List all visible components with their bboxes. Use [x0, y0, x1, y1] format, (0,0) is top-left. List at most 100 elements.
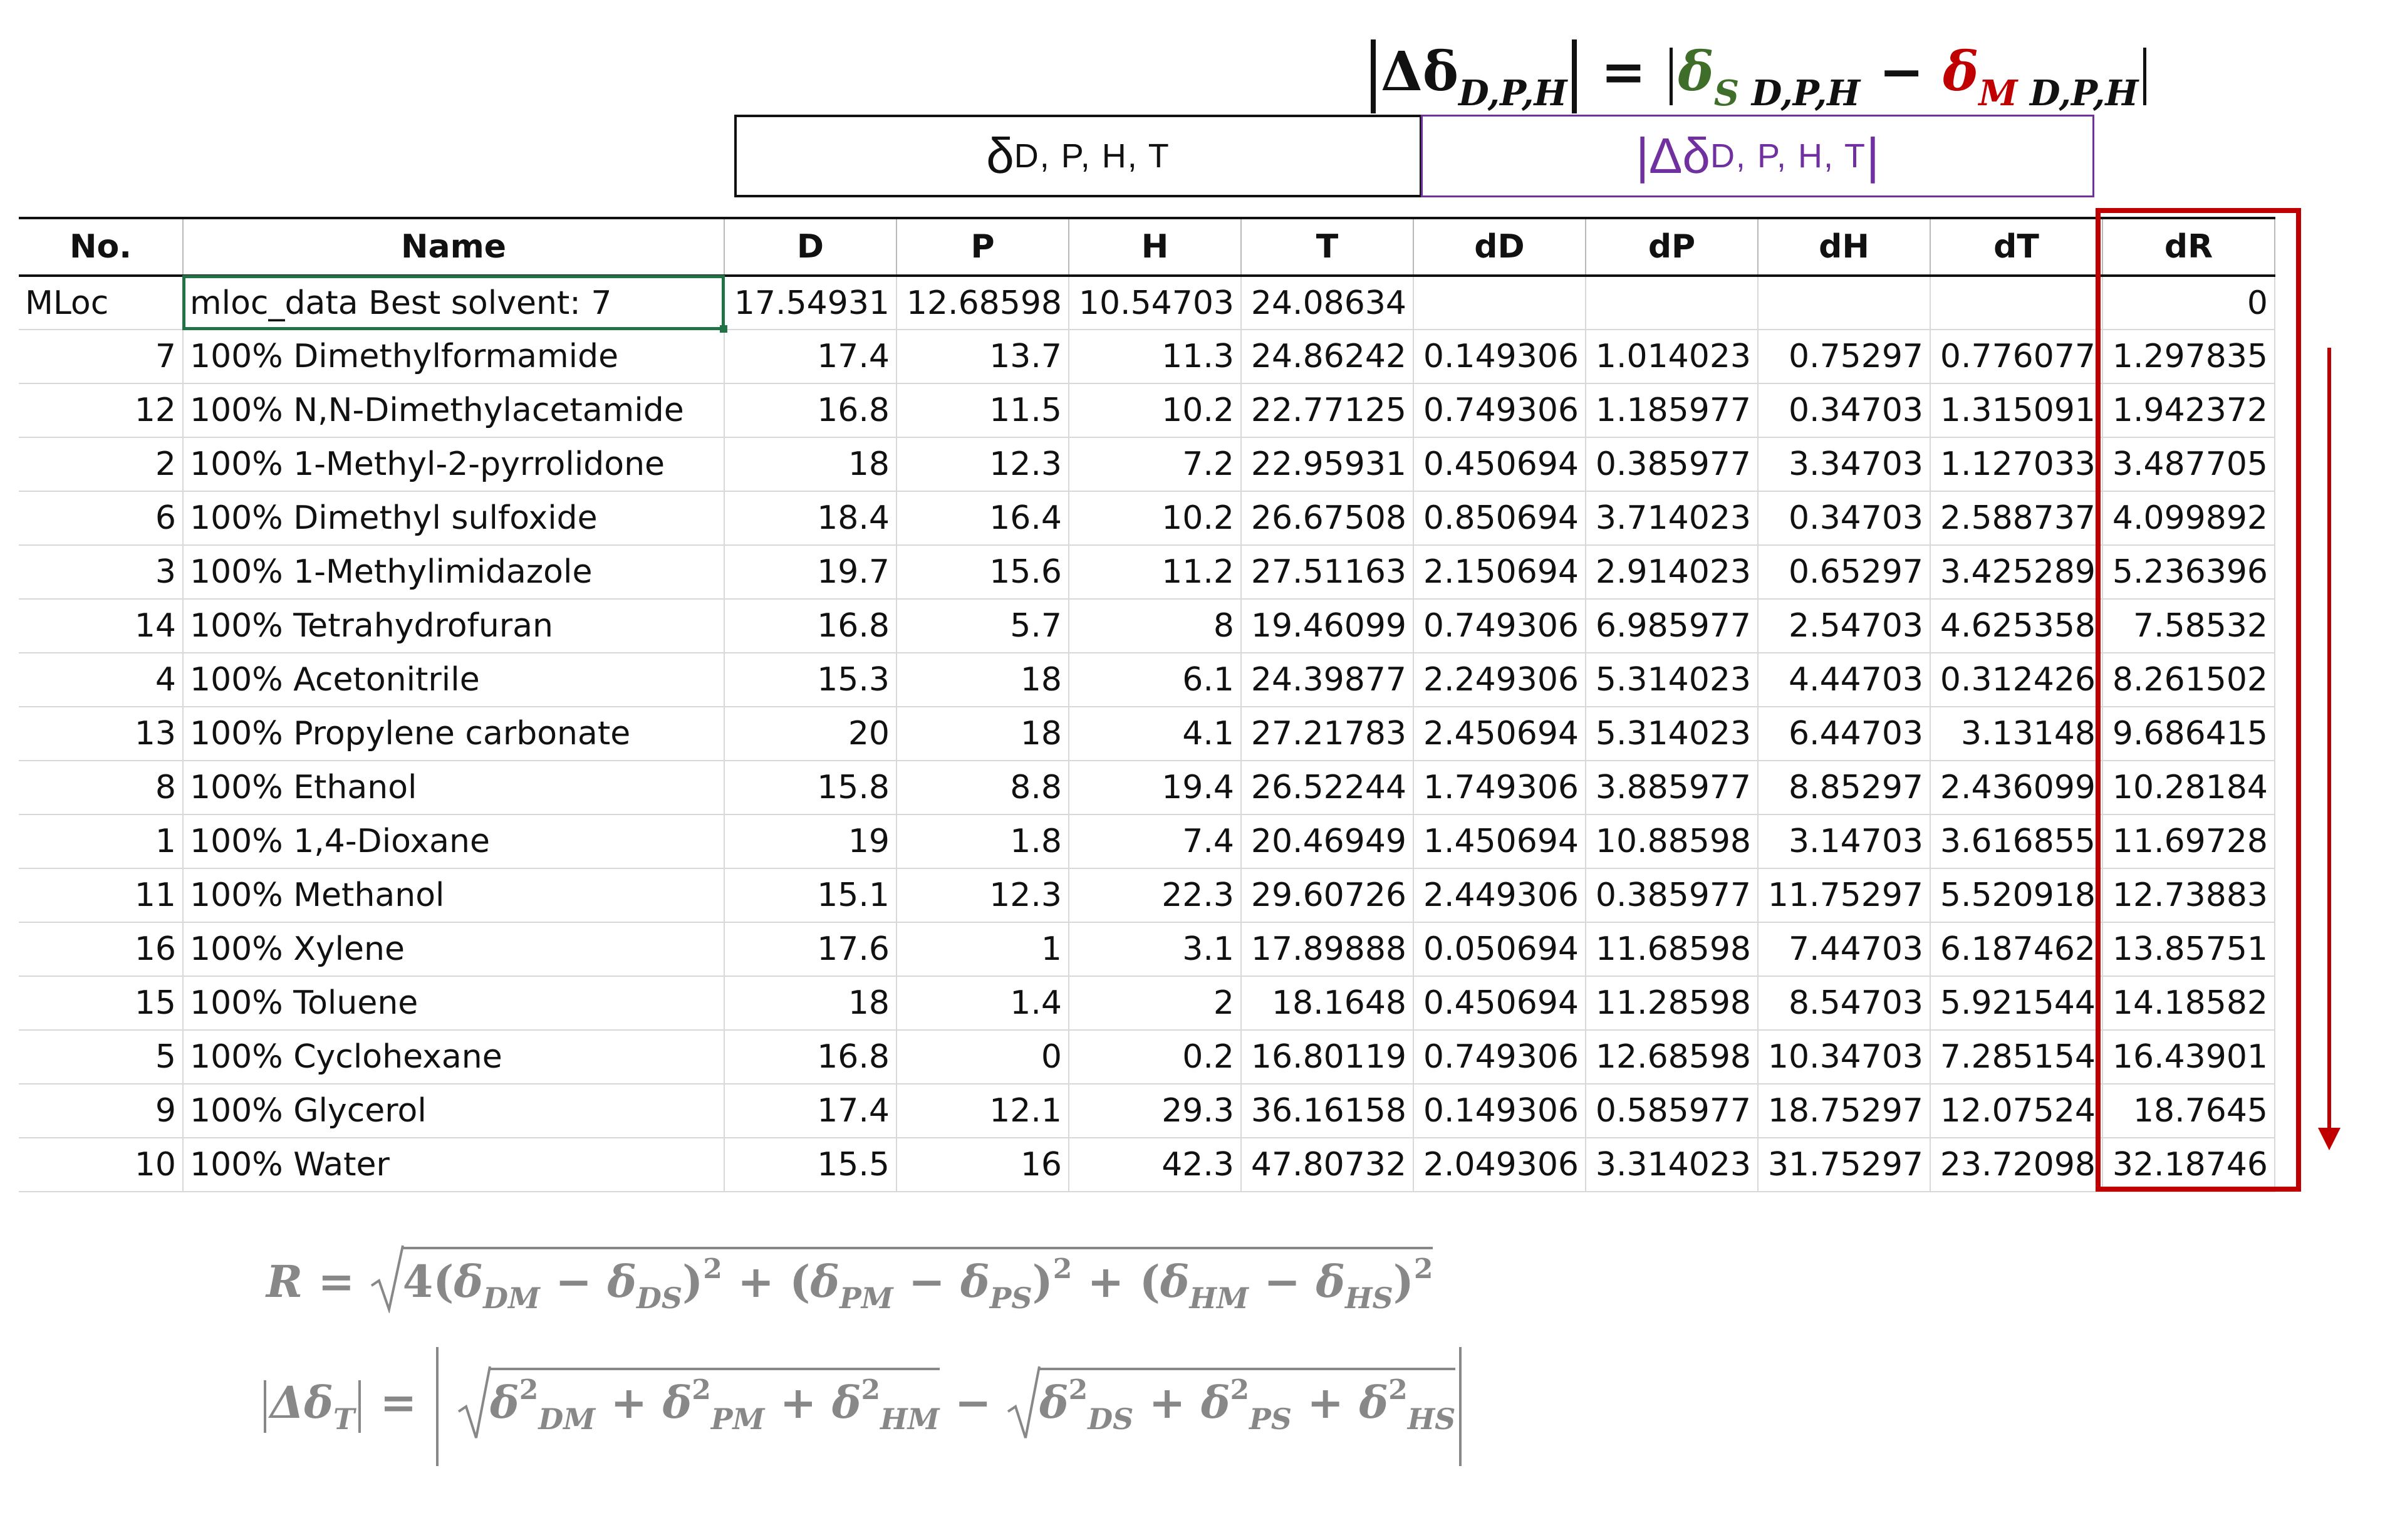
p-cell[interactable]: 16 [896, 1138, 1069, 1192]
dp-cell[interactable]: 12.68598 [1586, 1030, 1759, 1085]
d-cell[interactable]: 17.4 [724, 1084, 897, 1138]
dh-cell[interactable]: 8.85297 [1758, 761, 1931, 815]
d-cell[interactable]: 15.1 [724, 868, 897, 923]
dp-cell[interactable]: 5.314023 [1586, 707, 1759, 761]
dh-cell[interactable]: 0.75297 [1758, 330, 1931, 384]
dd-cell[interactable]: 0.450694 [1413, 437, 1586, 492]
name-cell[interactable]: 100% Ethanol [183, 761, 725, 815]
dh-cell[interactable]: 0.34703 [1758, 491, 1931, 546]
mloc-dr-cell[interactable]: 0 [2102, 276, 2275, 330]
dh-cell[interactable]: 3.14703 [1758, 814, 1931, 869]
dt-cell[interactable]: 5.921544 [1930, 976, 2103, 1031]
h-cell[interactable]: 19.4 [1069, 761, 1242, 815]
mloc-dt-cell[interactable] [1930, 276, 2103, 330]
dt-cell[interactable]: 3.616855 [1930, 814, 2103, 869]
dt-cell[interactable]: 5.520918 [1930, 868, 2103, 923]
dt-cell[interactable]: 2.436099 [1930, 761, 2103, 815]
dp-cell[interactable]: 1.185977 [1586, 383, 1759, 438]
mloc-h-cell[interactable]: 10.54703 [1069, 276, 1242, 330]
name-cell[interactable]: 100% Glycerol [183, 1084, 725, 1138]
dd-cell[interactable]: 0.749306 [1413, 599, 1586, 653]
t-cell[interactable]: 24.39877 [1241, 653, 1414, 707]
p-cell[interactable]: 1 [896, 922, 1069, 977]
header-cell-dd[interactable]: dD [1413, 217, 1586, 277]
p-cell[interactable]: 12.1 [896, 1084, 1069, 1138]
dd-cell[interactable]: 2.249306 [1413, 653, 1586, 707]
p-cell[interactable]: 11.5 [896, 383, 1069, 438]
t-cell[interactable]: 26.67508 [1241, 491, 1414, 546]
dt-cell[interactable]: 1.127033 [1930, 437, 2103, 492]
dp-cell[interactable]: 11.28598 [1586, 976, 1759, 1031]
h-cell[interactable]: 11.2 [1069, 545, 1242, 600]
dh-cell[interactable]: 11.75297 [1758, 868, 1931, 923]
mloc-d-cell[interactable]: 17.54931 [724, 276, 897, 330]
dd-cell[interactable]: 1.450694 [1413, 814, 1586, 869]
dt-cell[interactable]: 3.13148 [1930, 707, 2103, 761]
dr-cell[interactable]: 1.297835 [2102, 330, 2275, 384]
t-cell[interactable]: 19.46099 [1241, 599, 1414, 653]
name-cell[interactable]: 100% Tetrahydrofuran [183, 599, 725, 653]
dh-cell[interactable]: 0.65297 [1758, 545, 1931, 600]
header-cell-h[interactable]: H [1069, 217, 1242, 277]
h-cell[interactable]: 0.2 [1069, 1030, 1242, 1085]
name-cell[interactable]: 100% 1,4-Dioxane [183, 814, 725, 869]
name-cell[interactable]: 100% Dimethylformamide [183, 330, 725, 384]
h-cell[interactable]: 11.3 [1069, 330, 1242, 384]
dr-cell[interactable]: 9.686415 [2102, 707, 2275, 761]
dr-cell[interactable]: 18.7645 [2102, 1084, 2275, 1138]
dr-cell[interactable]: 32.18746 [2102, 1138, 2275, 1192]
header-cell-no[interactable]: No. [19, 217, 184, 277]
dh-cell[interactable]: 7.44703 [1758, 922, 1931, 977]
t-cell[interactable]: 36.16158 [1241, 1084, 1414, 1138]
dd-cell[interactable]: 0.749306 [1413, 383, 1586, 438]
dt-cell[interactable]: 1.315091 [1930, 383, 2103, 438]
d-cell[interactable]: 18.4 [724, 491, 897, 546]
dp-cell[interactable]: 10.88598 [1586, 814, 1759, 869]
no-cell[interactable]: 13 [19, 707, 184, 761]
p-cell[interactable]: 15.6 [896, 545, 1069, 600]
no-cell[interactable]: 15 [19, 976, 184, 1031]
t-cell[interactable]: 29.60726 [1241, 868, 1414, 923]
dd-cell[interactable]: 0.850694 [1413, 491, 1586, 546]
p-cell[interactable]: 12.3 [896, 868, 1069, 923]
mloc-t-cell[interactable]: 24.08634 [1241, 276, 1414, 330]
d-cell[interactable]: 15.8 [724, 761, 897, 815]
mloc-dp-cell[interactable] [1586, 276, 1759, 330]
h-cell[interactable]: 22.3 [1069, 868, 1242, 923]
no-cell[interactable]: 11 [19, 868, 184, 923]
p-cell[interactable]: 13.7 [896, 330, 1069, 384]
d-cell[interactable]: 18 [724, 976, 897, 1031]
d-cell[interactable]: 16.8 [724, 383, 897, 438]
d-cell[interactable]: 18 [724, 437, 897, 492]
name-cell[interactable]: 100% 1-Methyl-2-pyrrolidone [183, 437, 725, 492]
dr-cell[interactable]: 1.942372 [2102, 383, 2275, 438]
d-cell[interactable]: 16.8 [724, 1030, 897, 1085]
dt-cell[interactable]: 0.312426 [1930, 653, 2103, 707]
no-cell[interactable]: 9 [19, 1084, 184, 1138]
name-cell[interactable]: 100% Water [183, 1138, 725, 1192]
header-cell-p[interactable]: P [896, 217, 1069, 277]
header-cell-dr[interactable]: dR [2102, 217, 2275, 277]
d-cell[interactable]: 15.3 [724, 653, 897, 707]
no-cell[interactable]: 12 [19, 383, 184, 438]
no-cell[interactable]: 7 [19, 330, 184, 384]
no-cell[interactable]: 1 [19, 814, 184, 869]
dt-cell[interactable]: 0.776077 [1930, 330, 2103, 384]
name-cell[interactable]: 100% Methanol [183, 868, 725, 923]
dd-cell[interactable]: 0.050694 [1413, 922, 1586, 977]
p-cell[interactable]: 8.8 [896, 761, 1069, 815]
t-cell[interactable]: 17.89888 [1241, 922, 1414, 977]
dd-cell[interactable]: 2.450694 [1413, 707, 1586, 761]
name-cell[interactable]: 100% Acetonitrile [183, 653, 725, 707]
h-cell[interactable]: 2 [1069, 976, 1242, 1031]
header-cell-t[interactable]: T [1241, 217, 1414, 277]
dd-cell[interactable]: 2.449306 [1413, 868, 1586, 923]
dh-cell[interactable]: 31.75297 [1758, 1138, 1931, 1192]
header-cell-dp[interactable]: dP [1586, 217, 1759, 277]
h-cell[interactable]: 42.3 [1069, 1138, 1242, 1192]
t-cell[interactable]: 18.1648 [1241, 976, 1414, 1031]
d-cell[interactable]: 19 [724, 814, 897, 869]
dh-cell[interactable]: 18.75297 [1758, 1084, 1931, 1138]
dt-cell[interactable]: 23.72098 [1930, 1138, 2103, 1192]
dr-cell[interactable]: 11.69728 [2102, 814, 2275, 869]
